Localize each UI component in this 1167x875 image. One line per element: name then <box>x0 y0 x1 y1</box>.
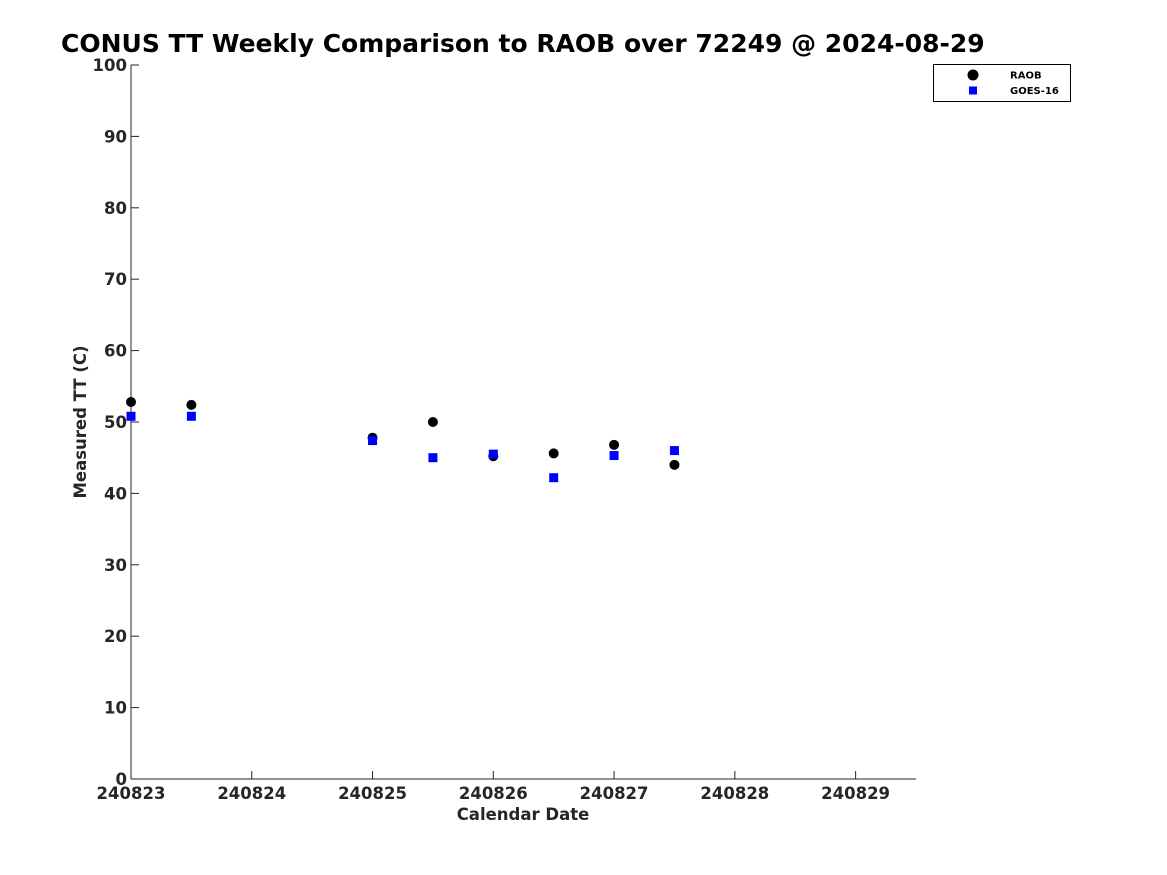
x-tick-label: 240826 <box>459 784 528 803</box>
data-point <box>427 417 438 427</box>
legend-label: RAOB <box>1010 71 1042 82</box>
y-axis-label: Measured TT (C) <box>71 345 90 498</box>
y-tick-label: 40 <box>104 484 127 503</box>
data-point <box>488 449 498 459</box>
x-tick-label: 240827 <box>580 784 649 803</box>
x-tick-label: 240829 <box>821 784 890 803</box>
x-axis-label: Calendar Date <box>457 805 590 824</box>
y-tick-label: 30 <box>104 556 127 575</box>
y-tick-label: 70 <box>104 270 127 289</box>
chart-title: CONUS TT Weekly Comparison to RAOB over … <box>61 29 985 58</box>
data-point <box>609 451 619 461</box>
y-tick-label: 10 <box>104 699 127 718</box>
data-point <box>548 448 559 459</box>
data-point <box>186 411 196 421</box>
legend: RAOB GOES-16 <box>933 64 1071 102</box>
x-tick-label: 240825 <box>338 784 407 803</box>
series-raob <box>126 397 680 470</box>
y-tick-label: 100 <box>93 56 127 75</box>
data-point <box>186 399 197 410</box>
data-point <box>669 459 680 470</box>
chart-marks <box>126 397 680 483</box>
y-tick-label: 80 <box>104 199 127 218</box>
x-tick-label: 240828 <box>700 784 769 803</box>
legend-box <box>933 64 1071 102</box>
y-tick-label: 90 <box>104 127 127 146</box>
data-point <box>126 411 136 421</box>
y-tick-label: 50 <box>104 413 127 432</box>
y-tick-label: 20 <box>104 627 127 646</box>
series-goes-16 <box>126 411 679 483</box>
data-point <box>609 439 620 450</box>
data-point <box>669 446 679 456</box>
y-tick-label: 0 <box>116 770 127 789</box>
x-tick-label: 240823 <box>97 784 166 803</box>
data-point <box>428 453 438 463</box>
data-point <box>368 436 378 446</box>
legend-marker-circle-icon <box>967 69 979 81</box>
data-point <box>126 397 136 408</box>
legend-marker-square-icon <box>969 86 977 95</box>
axes: 0 10 20 30 40 50 60 70 80 90 100 240823 240824 240825… <box>93 56 916 803</box>
x-tick-label: 240824 <box>217 784 286 803</box>
data-point <box>549 473 559 483</box>
y-tick-label: 60 <box>104 342 127 361</box>
legend-label: GOES-16 <box>1010 86 1059 97</box>
